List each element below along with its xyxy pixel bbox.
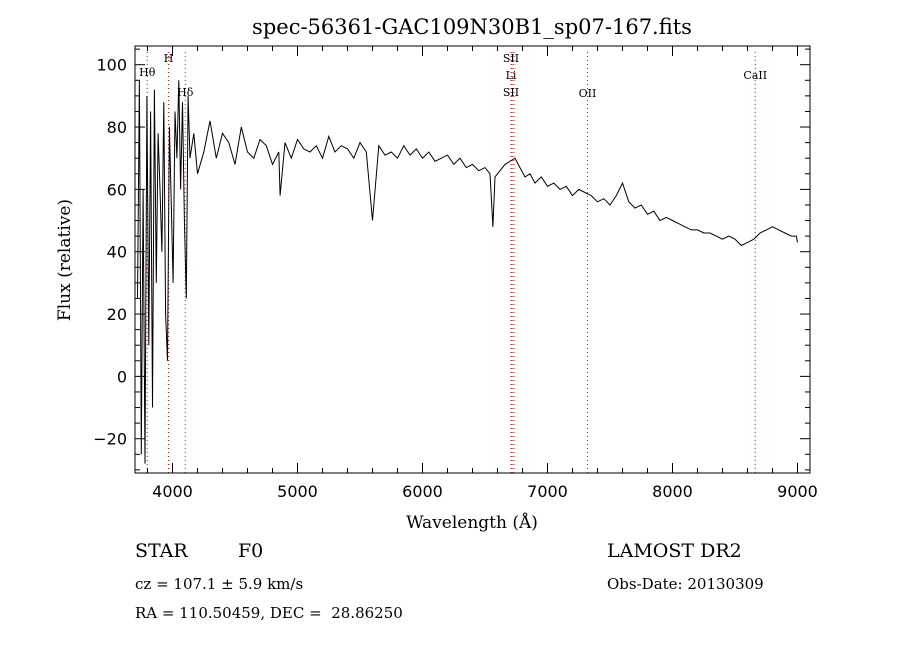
line-label-3: SII bbox=[503, 52, 519, 65]
survey-name: LAMOST DR2 bbox=[607, 540, 742, 562]
y-tick-label-3: 40 bbox=[107, 243, 127, 262]
x-axis: 4000 5000 6000 7000 8000 9000 bbox=[147, 46, 818, 501]
x-tick-label-0: 4000 bbox=[152, 482, 193, 501]
y-tick-label-4: 60 bbox=[107, 180, 127, 199]
x-tick-label-3: 7000 bbox=[527, 482, 568, 501]
observation-date: Obs-Date: 20130309 bbox=[607, 575, 764, 593]
line-labels: Hθ H Hδ SII Li SII OII CaII bbox=[139, 52, 767, 100]
x-axis-label: Wavelength (Å) bbox=[406, 512, 538, 533]
y-tick-label-6: 100 bbox=[96, 56, 127, 75]
y-axis-label: Flux (relative) bbox=[55, 199, 75, 321]
line-label-2: Hδ bbox=[177, 86, 194, 99]
object-class: STAR bbox=[135, 540, 188, 562]
line-label-6: OII bbox=[579, 87, 597, 100]
spectrum-line bbox=[137, 80, 798, 464]
plot-frame bbox=[134, 45, 811, 474]
x-tick-label-1: 5000 bbox=[277, 482, 318, 501]
y-tick-label-1: 0 bbox=[117, 367, 127, 386]
redshift-cz: cz = 107.1 ± 5.9 km/s bbox=[135, 575, 304, 593]
x-tick-label-2: 6000 bbox=[402, 482, 443, 501]
chart-title: spec-56361-GAC109N30B1_sp07-167.fits bbox=[252, 15, 692, 39]
line-label-7: CaII bbox=[743, 69, 767, 82]
line-label-5: SII bbox=[503, 86, 519, 99]
y-axis: −20 0 20 40 60 80 100 bbox=[93, 48, 810, 471]
line-markers bbox=[146, 52, 756, 473]
line-label-1: H bbox=[164, 52, 174, 65]
coordinates: RA = 110.50459, DEC = 28.86250 bbox=[135, 604, 403, 622]
x-tick-label-5: 9000 bbox=[777, 482, 818, 501]
y-tick-label-0: −20 bbox=[93, 430, 127, 449]
x-tick-label-4: 8000 bbox=[652, 482, 693, 501]
y-tick-label-2: 20 bbox=[107, 305, 127, 324]
y-tick-label-5: 80 bbox=[107, 118, 127, 137]
line-label-0: Hθ bbox=[139, 66, 156, 79]
subclass: F0 bbox=[238, 540, 264, 562]
line-label-4: Li bbox=[506, 69, 517, 82]
